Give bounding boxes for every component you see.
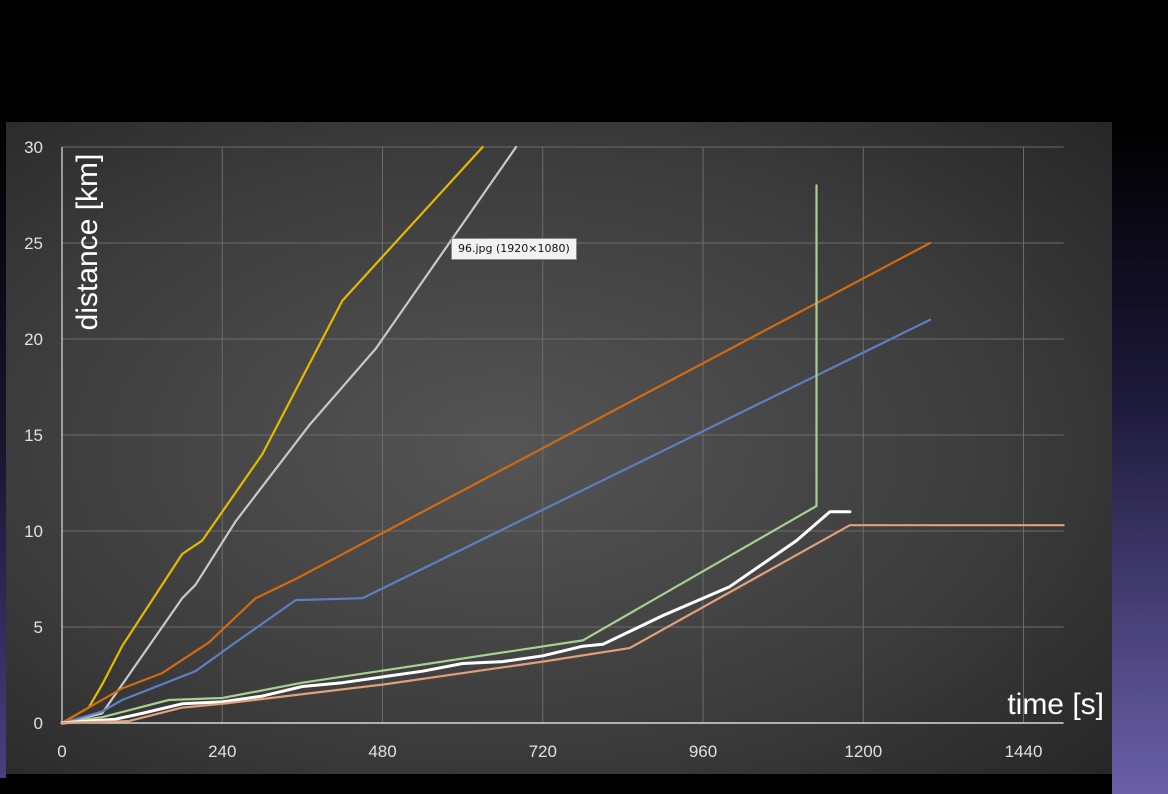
y-tick-label: 25 — [24, 234, 43, 253]
series-line-2 — [60, 145, 518, 725]
series-line-4 — [60, 318, 932, 725]
series-line-7 — [60, 524, 1065, 725]
x-tick-label: 960 — [689, 742, 717, 761]
x-tick-label: 1440 — [1005, 742, 1043, 761]
series-group — [60, 145, 1065, 725]
right-edge-glow — [1112, 122, 1168, 794]
y-tick-label: 0 — [34, 714, 43, 733]
axes — [61, 147, 1064, 724]
x-tick-label: 240 — [208, 742, 236, 761]
y-tick-label: 30 — [24, 138, 43, 157]
x-tick-label: 720 — [529, 742, 557, 761]
y-tick-label: 10 — [24, 522, 43, 541]
x-tick-label: 480 — [368, 742, 396, 761]
y-axis-label: distance [km] — [71, 154, 104, 331]
left-edge-glow — [0, 122, 6, 778]
x-axis-label: time [s] — [1007, 688, 1104, 721]
series-line-6 — [60, 510, 852, 725]
x-tick-label: 0 — [57, 742, 66, 761]
x-tick-label: 1200 — [844, 742, 882, 761]
series-line-3 — [60, 241, 932, 725]
tick-labels: 0 5 10 15 20 25 30 0 240 480 720 960 1200 1440 — [24, 138, 1042, 761]
y-tick-label: 15 — [24, 426, 43, 445]
series-line-1 — [60, 145, 484, 725]
series-line-5 — [60, 184, 818, 725]
y-tick-label: 5 — [34, 618, 43, 637]
image-tooltip: 96.jpg (1920×1080) — [451, 238, 577, 260]
plot-background — [6, 122, 1112, 774]
y-tick-label: 20 — [24, 330, 43, 349]
